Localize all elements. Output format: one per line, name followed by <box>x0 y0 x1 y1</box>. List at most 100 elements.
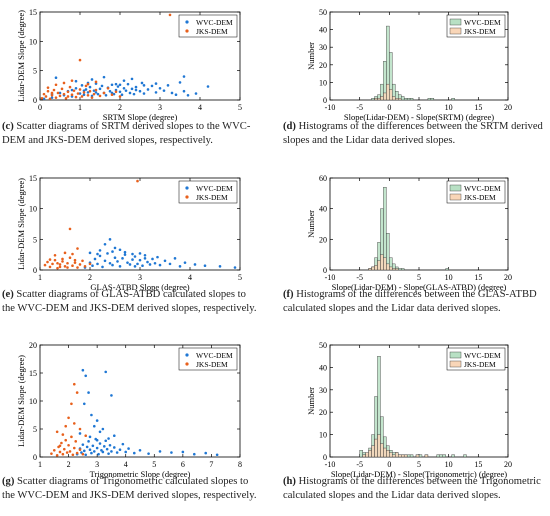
histogram-bar <box>383 447 387 457</box>
data-point <box>143 253 147 257</box>
series-JKS-DEM <box>368 254 399 270</box>
x-tick-label: 20 <box>504 273 512 282</box>
data-point <box>132 451 136 455</box>
data-point <box>130 87 134 91</box>
y-tick-label: 10 <box>29 397 37 406</box>
data-point <box>174 93 178 97</box>
x-tick-label: 2 <box>88 273 92 282</box>
data-point <box>48 97 52 100</box>
legend-box <box>178 347 238 371</box>
data-point <box>168 13 172 17</box>
data-point <box>118 90 122 94</box>
data-point <box>81 259 84 263</box>
data-point <box>58 444 62 448</box>
data-point <box>146 260 149 264</box>
data-point <box>113 256 117 260</box>
data-point <box>98 87 102 91</box>
data-point <box>95 446 99 450</box>
data-point <box>60 441 63 445</box>
data-point <box>64 424 68 428</box>
data-point <box>168 262 172 266</box>
y-tick-label: 5 <box>33 425 37 434</box>
data-point <box>63 265 67 268</box>
histogram-bar <box>371 98 375 100</box>
legend-marker <box>185 353 189 357</box>
y-tick-label: 30 <box>319 43 327 52</box>
data-point <box>123 250 127 254</box>
data-point <box>203 264 207 268</box>
data-point <box>122 79 126 82</box>
data-point <box>52 88 56 92</box>
data-point <box>42 92 46 96</box>
data-point <box>166 84 170 87</box>
data-point <box>88 89 92 93</box>
data-point <box>74 440 78 443</box>
y-tick-label: 10 <box>29 37 37 46</box>
y-axis-label: Lidar-DEM Slope (degree) <box>16 10 26 102</box>
data-point <box>122 86 126 90</box>
data-point <box>107 437 110 440</box>
data-point <box>68 450 72 453</box>
data-point <box>105 447 109 451</box>
data-point <box>78 58 82 62</box>
data-point <box>84 453 88 457</box>
data-point <box>58 450 62 454</box>
legend-swatch <box>449 184 462 192</box>
data-point <box>78 88 82 91</box>
data-point <box>81 368 85 372</box>
legend-swatch <box>449 18 462 26</box>
caption-label: (g) <box>2 476 15 487</box>
data-point <box>95 438 99 442</box>
data-point <box>66 261 69 265</box>
y-axis-label: Lidar-DEM Slope (degree) <box>16 178 26 270</box>
data-point <box>124 89 128 92</box>
data-point <box>108 89 112 93</box>
series-JKS-DEM <box>43 179 139 270</box>
data-point <box>65 451 69 454</box>
caption-text: Histograms of the differences between th… <box>283 476 541 501</box>
data-point <box>110 93 114 97</box>
histogram-bar <box>442 454 446 457</box>
data-point <box>83 265 87 268</box>
y-tick-label: 20 <box>29 341 37 350</box>
y-tick-label: 10 <box>319 431 327 440</box>
data-point <box>102 75 106 79</box>
histogram-bar <box>380 96 384 100</box>
histogram-bar <box>383 186 387 270</box>
histogram-bar <box>380 443 384 457</box>
histogram-bar <box>401 454 405 457</box>
data-point <box>72 382 76 386</box>
data-point <box>158 263 162 267</box>
data-point <box>46 260 49 264</box>
y-tick-label: 50 <box>319 8 327 17</box>
data-point <box>126 261 129 264</box>
data-point <box>182 89 186 93</box>
data-point <box>112 446 116 449</box>
y-tick-label: 0 <box>33 96 37 105</box>
y-tick-label: 0 <box>33 453 37 462</box>
data-point <box>91 444 95 448</box>
data-point <box>181 450 185 454</box>
x-axis-label: Slope(Lidar-DEM) - Slope(Trigonometric) … <box>331 469 507 479</box>
data-point <box>71 264 74 268</box>
data-point <box>92 92 96 96</box>
data-point <box>63 251 67 255</box>
data-point <box>71 252 74 256</box>
y-tick-label: 30 <box>319 386 327 395</box>
data-point <box>94 91 98 94</box>
histogram-bar <box>383 92 387 100</box>
x-tick-label: 15 <box>474 460 482 469</box>
data-point <box>134 85 138 89</box>
data-point <box>54 83 58 87</box>
data-point <box>111 263 114 267</box>
data-point <box>46 86 50 89</box>
x-tick-label: 20 <box>504 103 512 112</box>
histogram-bar <box>424 454 429 457</box>
data-point <box>73 258 77 262</box>
data-point <box>178 265 182 268</box>
data-point <box>70 93 74 97</box>
legend-marker <box>185 29 189 33</box>
data-point <box>92 424 96 428</box>
